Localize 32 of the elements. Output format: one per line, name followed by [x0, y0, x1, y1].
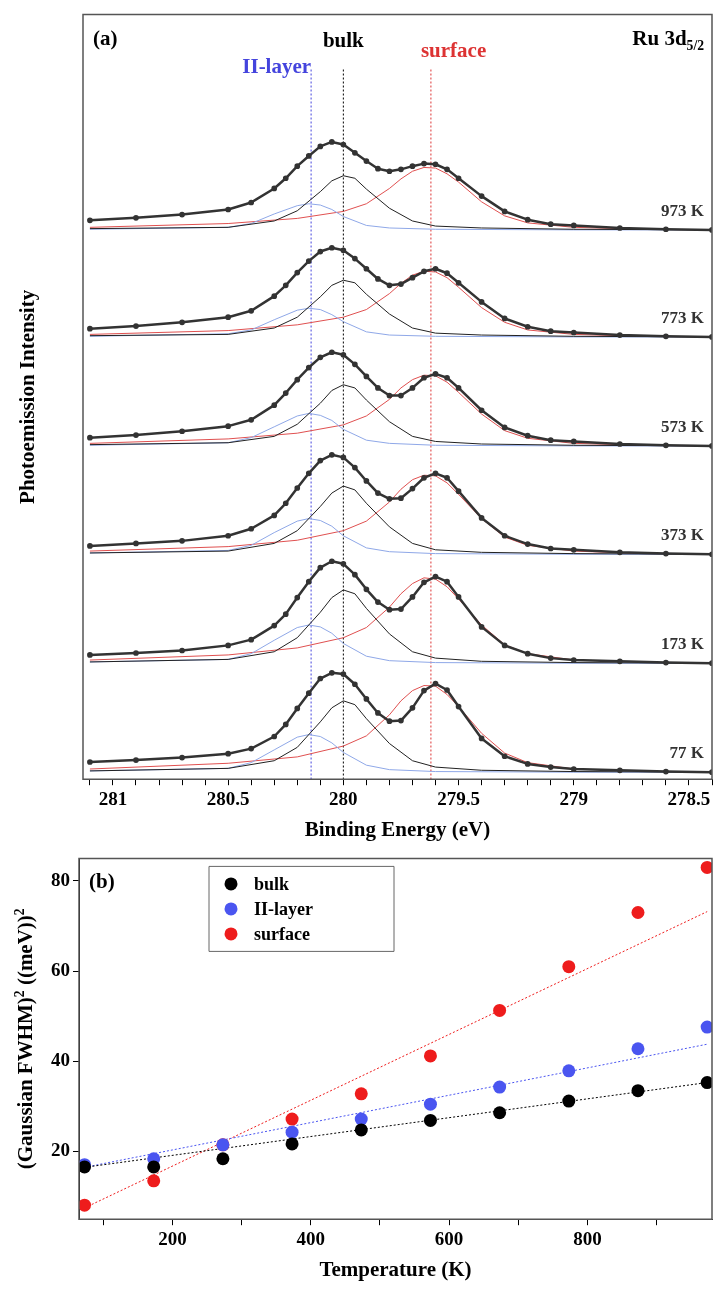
- y-axis-title: Photoemission Intensity: [15, 289, 39, 504]
- x-axis-title: Temperature (K): [319, 1257, 472, 1281]
- y-axis-title: (Gaussian FWHM)2 ((meV))2: [11, 908, 37, 1170]
- legend-label: surface: [254, 923, 310, 944]
- x-axis-title: Binding Energy (eV): [304, 817, 491, 841]
- text: (a): [93, 25, 118, 50]
- x-tick-label: 600: [434, 1227, 464, 1249]
- x-tick-label: 279.5: [437, 787, 480, 809]
- y-tick-label: 60: [51, 959, 70, 981]
- x-tick-label: 280: [329, 787, 358, 809]
- y-tick-label: 40: [51, 1049, 70, 1071]
- series-label: 773 K: [661, 307, 705, 327]
- series-label: 173 K: [661, 634, 705, 654]
- x-tick-label: 280.5: [206, 787, 250, 809]
- ref-line-label: surface: [420, 37, 487, 62]
- x-tick-label: 278.5: [667, 787, 711, 809]
- x-tick-label: 281: [98, 787, 128, 809]
- legend-label: II-layer: [254, 898, 313, 919]
- series-label: 573 K: [661, 416, 705, 436]
- x-tick-label: 400: [296, 1227, 325, 1249]
- series-label: 77 K: [669, 743, 705, 763]
- legend-label: bulk: [254, 873, 290, 894]
- x-tick-label: 200: [158, 1227, 187, 1249]
- x-tick-label: 800: [573, 1227, 602, 1249]
- series-label: 373 K: [661, 525, 705, 545]
- y-tick-label: 20: [51, 1139, 70, 1161]
- y-tick-label: 80: [51, 868, 70, 890]
- series-label: 973 K: [661, 200, 705, 220]
- annotation: (b): [89, 869, 115, 894]
- ref-line-label: II-layer: [242, 53, 312, 78]
- x-tick-label: 279: [559, 787, 589, 809]
- ref-line-label: bulk: [322, 27, 365, 52]
